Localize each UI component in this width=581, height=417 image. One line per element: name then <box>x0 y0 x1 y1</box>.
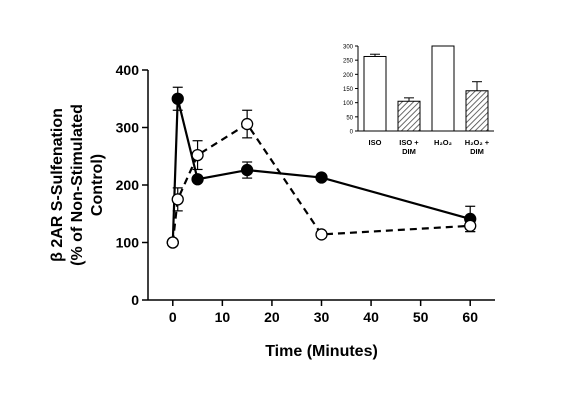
x-tick-label: 20 <box>264 309 280 325</box>
series-1-line <box>171 98 471 243</box>
x-tick-label: 10 <box>215 309 231 325</box>
inset-category-label-line: ISO <box>369 138 382 147</box>
inset-y-tick-label: 100 <box>343 101 354 107</box>
series-2-point <box>315 228 328 241</box>
inset-bar <box>431 45 455 132</box>
y-tick-label: 200 <box>116 177 140 193</box>
inset-bar <box>363 55 387 132</box>
y-tick-label: 0 <box>131 292 139 308</box>
y-axis-label-line: Control) <box>89 154 106 216</box>
inset-category-label-line: H₂O₂ + <box>465 138 490 147</box>
series-2-point <box>171 193 184 206</box>
inset-y-tick-label: 300 <box>343 45 354 51</box>
y-axis-label-line: β 2AR S-Sulfenation <box>49 108 66 262</box>
y-tick-label: 300 <box>116 120 140 136</box>
inset-y-tick-label: 0 <box>350 130 354 136</box>
inset-category-label-line: H₂O₂ <box>434 138 452 147</box>
x-tick-label: 50 <box>413 309 429 325</box>
series-2-line <box>171 122 471 243</box>
y-tick-label: 400 <box>116 62 140 78</box>
inset-category-label-line: DIM <box>402 147 416 156</box>
inset-y-tick-label: 250 <box>343 59 354 65</box>
inset-category-label: ISO <box>369 138 382 147</box>
inset-category-label: H₂O₂ <box>434 138 452 147</box>
inset-y-tick-label: 150 <box>343 87 354 93</box>
inset-category-label: ISO + DIM <box>399 138 419 156</box>
inset-bar <box>465 90 489 132</box>
inset-bar <box>397 100 421 132</box>
inset-y-tick-label: 50 <box>346 115 353 121</box>
series-1-point <box>171 92 184 105</box>
inset-category-label-line: ISO + <box>399 138 419 147</box>
x-tick-label: 30 <box>314 309 330 325</box>
series-1-point <box>240 163 254 177</box>
series-2-point <box>166 236 179 249</box>
x-tick-label: 60 <box>462 309 478 325</box>
series-2-point <box>191 148 204 162</box>
main-line-chart: 0 100 200 300 400 0 10 20 30 40 50 60 Time (Minutes)… <box>49 62 495 360</box>
inset-category-label-line: DIM <box>470 147 484 156</box>
series-2-point <box>464 219 477 232</box>
x-tick-label: 40 <box>363 309 379 325</box>
x-axis-label: Time (Minutes) <box>265 343 378 360</box>
series-1-point <box>191 173 204 186</box>
y-axis-label-line: (% of Non-Stimulated <box>69 104 86 266</box>
y-axis-label: β 2AR S-Sulfenation (% of Non-Stimulated C… <box>49 104 106 266</box>
series-2-point <box>240 117 254 131</box>
x-tick-label: 0 <box>169 309 177 325</box>
inset-y-tick-label: 200 <box>343 73 354 79</box>
inset-category-label: H₂O₂ + DIM <box>465 138 490 156</box>
y-tick-label: 100 <box>116 235 140 251</box>
series-1-point <box>315 171 328 184</box>
